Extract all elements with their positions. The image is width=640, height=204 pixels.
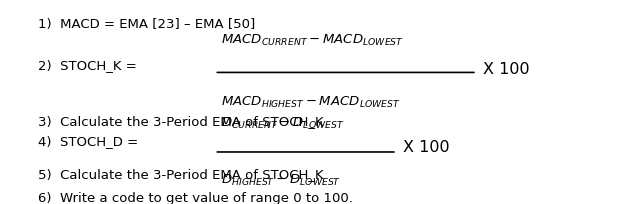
Text: X 100: X 100 [483, 62, 530, 77]
Text: 6)  Write a code to get value of range 0 to 100.: 6) Write a code to get value of range 0 … [38, 192, 353, 204]
Text: 4)  STOCH_D =: 4) STOCH_D = [38, 135, 138, 148]
Text: $\mathbf{\mathit{D}}_{\mathit{CURRENT}}-\mathbf{\mathit{D}}_{\mathit{LOWEST}}$: $\mathbf{\mathit{D}}_{\mathit{CURRENT}}-… [221, 116, 344, 131]
Text: 1)  MACD = EMA [23] – EMA [50]: 1) MACD = EMA [23] – EMA [50] [38, 18, 255, 31]
Text: 2)  STOCH_K =: 2) STOCH_K = [38, 59, 137, 72]
Text: $\mathbf{\mathit{MACD}}_{\mathit{CURRENT}}-\mathbf{\mathit{MACD}}_{\mathit{LOWES: $\mathbf{\mathit{MACD}}_{\mathit{CURRENT… [221, 33, 404, 48]
Text: 5)  Calculate the 3-Period EMA of STOCH_K: 5) Calculate the 3-Period EMA of STOCH_K [38, 168, 324, 181]
Text: $\mathbf{\mathit{MACD}}_{\mathit{HIGHEST}}-\mathbf{\mathit{MACD}}_{\mathit{LOWES: $\mathbf{\mathit{MACD}}_{\mathit{HIGHEST… [221, 94, 401, 110]
Text: X 100: X 100 [403, 140, 450, 155]
Text: 3)  Calculate the 3-Period EMA of STOCH_K: 3) Calculate the 3-Period EMA of STOCH_K [38, 115, 324, 128]
Text: $\mathbf{\mathit{D}}_{\mathit{HIGHEST}}-\mathbf{\mathit{D}}_{\mathit{LOWEST}}$: $\mathbf{\mathit{D}}_{\mathit{HIGHEST}}-… [221, 173, 341, 188]
